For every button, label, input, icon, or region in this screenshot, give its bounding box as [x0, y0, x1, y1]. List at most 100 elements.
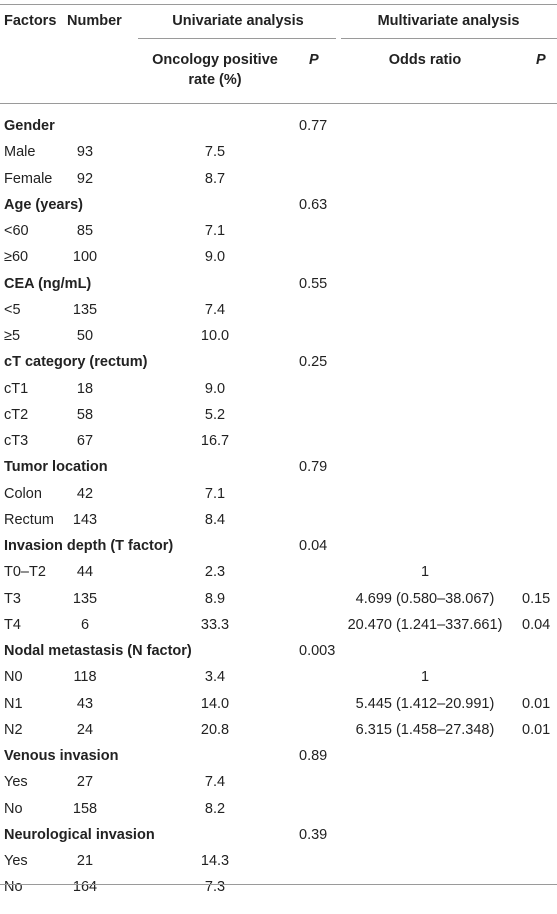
odds-ratio-value: 1	[420, 564, 430, 581]
p-value-univariate: 0.39	[299, 826, 328, 843]
p-value-univariate: 0.89	[299, 748, 328, 764]
group-label: Nodal metastasis (N factor)	[4, 643, 192, 659]
number-value: 93	[76, 144, 94, 161]
positive-rate-value: 9.0	[204, 380, 226, 397]
p-value-univariate: 0.79	[299, 459, 328, 476]
group-label: Age (years)	[4, 196, 83, 213]
p-value-univariate: 0.77	[299, 118, 328, 134]
positive-rate-value: 8.4	[204, 511, 226, 528]
positive-rate-value: 20.8	[200, 721, 230, 738]
factor-label: Rectum	[4, 511, 54, 528]
number-value: 135	[72, 301, 98, 318]
header-p-univariate: P	[309, 52, 319, 68]
factor-label: T4	[4, 616, 21, 633]
factor-label: Yes	[4, 853, 28, 869]
number-value: 21	[76, 853, 94, 869]
top-rule	[0, 4, 557, 5]
factor-label: N1	[4, 695, 23, 712]
factor-label: <5	[4, 301, 21, 318]
factor-label: ≥60	[4, 249, 29, 266]
header-odds-ratio: Odds ratio	[388, 52, 462, 68]
p-value-univariate: 0.04	[299, 538, 328, 554]
univariate-rule	[138, 38, 336, 39]
odds-ratio-value: 20.470 (1.241–337.661)	[347, 616, 503, 633]
group-label: Invasion depth (T factor)	[4, 538, 174, 554]
number-value: 164	[72, 879, 98, 896]
number-value: 85	[76, 223, 94, 239]
p-value-univariate: 0.63	[299, 196, 328, 213]
factor-label: ≥5	[4, 328, 21, 344]
header-positive-rate-line1: Oncology positive	[152, 52, 278, 68]
factor-label: T0–T2	[4, 564, 46, 581]
group-label: Venous invasion	[4, 748, 119, 764]
positive-rate-value: 8.2	[204, 800, 226, 817]
positive-rate-value: 8.7	[204, 170, 226, 187]
group-label: Gender	[4, 118, 55, 134]
p-value-univariate: 0.25	[299, 354, 328, 371]
number-value: 67	[76, 433, 94, 449]
positive-rate-value: 9.0	[204, 249, 226, 266]
group-label: Neurological invasion	[4, 826, 155, 843]
p-value-multivariate: 0.15	[522, 590, 551, 607]
positive-rate-value: 7.3	[204, 879, 226, 896]
positive-rate-value: 5.2	[204, 406, 226, 423]
factor-label: T3	[4, 590, 21, 607]
positive-rate-value: 10.0	[200, 328, 230, 344]
header-p-multivariate: P	[536, 52, 546, 68]
positive-rate-value: 7.1	[204, 485, 226, 502]
number-value: 158	[72, 800, 98, 817]
factor-label: No	[4, 800, 23, 817]
odds-ratio-value: 4.699 (0.580–38.067)	[355, 590, 495, 607]
positive-rate-value: 7.1	[204, 223, 226, 239]
header-positive-rate-line2: rate (%)	[188, 72, 242, 88]
p-value-multivariate: 0.01	[522, 721, 551, 738]
bottom-rule	[0, 884, 557, 885]
number-value: 118	[73, 669, 97, 686]
factor-label: Male	[4, 144, 36, 161]
positive-rate-value: 2.3	[204, 564, 226, 581]
positive-rate-value: 14.0	[200, 695, 230, 712]
number-value: 58	[76, 406, 94, 423]
factor-label: Colon	[4, 485, 42, 502]
positive-rate-value: 3.4	[204, 669, 226, 686]
number-value: 92	[76, 170, 94, 187]
positive-rate-value: 8.9	[204, 590, 226, 607]
number-value: 42	[76, 485, 94, 502]
factor-label: cT2	[4, 406, 29, 423]
factor-label: N2	[4, 721, 23, 738]
factor-label: Yes	[4, 774, 28, 791]
number-value: 43	[76, 695, 94, 712]
factor-label: cT3	[4, 433, 29, 449]
positive-rate-value: 7.5	[204, 144, 226, 161]
factor-label: No	[4, 879, 23, 896]
header-number: Number	[67, 13, 122, 29]
number-value: 24	[76, 721, 94, 738]
factor-label: Female	[4, 170, 53, 187]
number-value: 143	[72, 511, 98, 528]
header-multivariate: Multivariate analysis	[377, 13, 520, 29]
p-value-multivariate: 0.01	[522, 695, 551, 712]
header-univariate: Univariate analysis	[172, 13, 304, 29]
group-label: CEA (ng/mL)	[4, 275, 92, 292]
positive-rate-value: 7.4	[204, 301, 226, 318]
odds-ratio-value: 5.445 (1.412–20.991)	[355, 695, 495, 712]
group-label: Tumor location	[4, 459, 108, 476]
number-value: 6	[80, 616, 90, 633]
header-rule	[0, 103, 557, 104]
positive-rate-value: 33.3	[200, 616, 230, 633]
odds-ratio-value: 6.315 (1.458–27.348)	[355, 721, 495, 738]
number-value: 100	[72, 249, 98, 266]
number-value: 135	[72, 590, 98, 607]
group-label: cT category (rectum)	[4, 354, 148, 371]
header-factors: Factors	[4, 13, 57, 29]
p-value-multivariate: 0.04	[522, 616, 551, 633]
positive-rate-value: 14.3	[200, 853, 230, 869]
number-value: 44	[76, 564, 94, 581]
multivariate-rule	[341, 38, 557, 39]
odds-ratio-value: 1	[420, 669, 430, 686]
p-value-univariate: 0.003	[299, 643, 336, 659]
p-value-univariate: 0.55	[299, 275, 328, 292]
factor-label: <60	[4, 223, 29, 239]
number-value: 50	[76, 328, 94, 344]
